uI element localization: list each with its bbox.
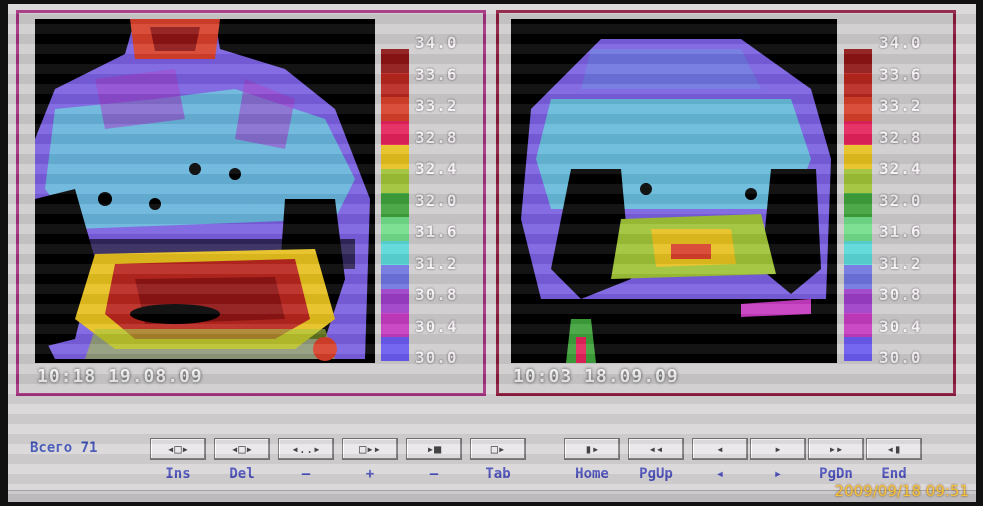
- navigation-toolbar: Всего 71 ◂□▸ Ins ◂□▸ Del ◂..▸ – □▸▸ + ▸■…: [8, 402, 976, 502]
- scale-tick: 30.4: [879, 316, 922, 336]
- image-timestamp-left: 10:18 19.08.09: [37, 366, 203, 387]
- scale-tick: 34.0: [415, 33, 458, 52]
- total-count-label: Всего 71: [30, 440, 98, 456]
- scale-tick: 30.8: [415, 285, 458, 304]
- scale-tick: 31.2: [415, 253, 458, 273]
- insert-button[interactable]: ◂□▸: [150, 438, 206, 460]
- tab-key-label: Tab: [485, 466, 511, 482]
- home-button[interactable]: ▮▸: [564, 438, 620, 460]
- scale-tick: 31.6: [879, 222, 922, 241]
- scale-tick: 32.0: [415, 190, 458, 210]
- cut-button[interactable]: ▸■: [406, 438, 462, 460]
- add-key-label: +: [365, 466, 375, 482]
- home-key-label: Home: [575, 466, 609, 482]
- scale-tick: 31.6: [415, 222, 458, 241]
- next-button[interactable]: ▸: [750, 438, 806, 460]
- scale-tick: 30.8: [879, 285, 922, 304]
- scale-ticks-left: 34.0 33.6 33.2 32.8 32.4 32.0 31.6 31.2 …: [415, 33, 475, 367]
- cut-key-label: –: [429, 466, 439, 482]
- scale-tick: 30.0: [415, 348, 458, 367]
- thermogram-image-left: [35, 19, 375, 363]
- page-up-button[interactable]: ◂◂: [628, 438, 684, 460]
- status-bar: [8, 490, 976, 502]
- next-key-label: ▸: [773, 466, 783, 482]
- delete-button[interactable]: ◂□▸: [214, 438, 270, 460]
- image-timestamp-right: 10:03 18.09.09: [513, 366, 679, 387]
- insert-key-label: Ins: [165, 466, 191, 482]
- previous-key-label: ◂: [715, 466, 725, 482]
- monitor-screen: 34.0 33.6 33.2 32.8 32.4 32.0 31.6 31.2 …: [8, 4, 976, 502]
- end-button[interactable]: ◂▮: [866, 438, 922, 460]
- scale-tick: 30.0: [879, 348, 922, 367]
- previous-button[interactable]: ◂: [692, 438, 748, 460]
- thermogram-panel-left: 34.0 33.6 33.2 32.8 32.4 32.0 31.6 31.2 …: [16, 10, 486, 396]
- page-down-key-label: PgDn: [819, 466, 853, 482]
- camera-datestamp: 2009/09/18 09:51: [834, 482, 969, 500]
- scale-tick: 31.2: [879, 253, 922, 273]
- range-key-label: –: [301, 466, 311, 482]
- temperature-scale-left: [381, 49, 409, 361]
- tab-button[interactable]: □▸: [470, 438, 526, 460]
- thermogram-panel-right: 34.0 33.6 33.2 32.8 32.4 32.0 31.6 31.2 …: [496, 10, 956, 396]
- scale-ticks-right: 34.0 33.6 33.2 32.8 32.4 32.0 31.6 31.2 …: [879, 33, 939, 367]
- temperature-scale-right: [844, 49, 872, 361]
- page-down-button[interactable]: ▸▸: [808, 438, 864, 460]
- scale-tick: 32.8: [415, 127, 458, 147]
- range-button[interactable]: ◂..▸: [278, 438, 334, 460]
- scale-tick: 32.4: [879, 159, 922, 178]
- scale-tick: 33.6: [415, 64, 458, 84]
- scale-tick: 34.0: [879, 33, 922, 52]
- scale-tick: 32.8: [879, 127, 922, 147]
- scale-tick: 33.2: [415, 96, 458, 115]
- scale-tick: 32.0: [879, 190, 922, 210]
- end-key-label: End: [881, 466, 907, 482]
- thermogram-image-right: [511, 19, 837, 363]
- add-button[interactable]: □▸▸: [342, 438, 398, 460]
- scale-tick: 33.2: [879, 96, 922, 115]
- scale-tick: 30.4: [415, 316, 458, 336]
- page-up-key-label: PgUp: [639, 466, 673, 482]
- scale-tick: 33.6: [879, 64, 922, 84]
- scale-tick: 32.4: [415, 159, 458, 178]
- delete-key-label: Del: [229, 466, 255, 482]
